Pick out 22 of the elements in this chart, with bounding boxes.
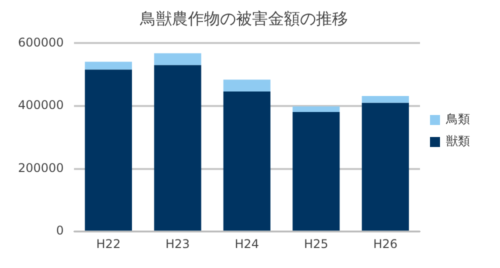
- legend-label: 獣類: [446, 134, 470, 148]
- x-tick-label: H26: [373, 236, 398, 251]
- bar: [154, 53, 202, 66]
- y-tick-label: 600000: [18, 35, 64, 50]
- bar: [84, 62, 132, 70]
- chart-title: 鳥獣農作物の被害金額の推移: [139, 8, 348, 28]
- x-tick-label: H22: [96, 236, 121, 251]
- x-tick-label: H23: [166, 236, 190, 251]
- y-tick-label: 0: [56, 224, 64, 238]
- y-tick-label: 200000: [18, 160, 64, 175]
- bar: [292, 112, 340, 231]
- bar: [362, 96, 409, 103]
- bar: [84, 70, 132, 231]
- bar: [154, 65, 202, 231]
- bar: [292, 106, 340, 112]
- legend-label: 鳥類: [445, 112, 470, 126]
- x-tick-label: H25: [304, 236, 328, 251]
- bar: [362, 102, 409, 231]
- bar: [223, 92, 270, 231]
- y-tick-label: 400000: [18, 98, 64, 112]
- bar: [223, 80, 270, 92]
- x-tick-label: H24: [234, 236, 260, 251]
